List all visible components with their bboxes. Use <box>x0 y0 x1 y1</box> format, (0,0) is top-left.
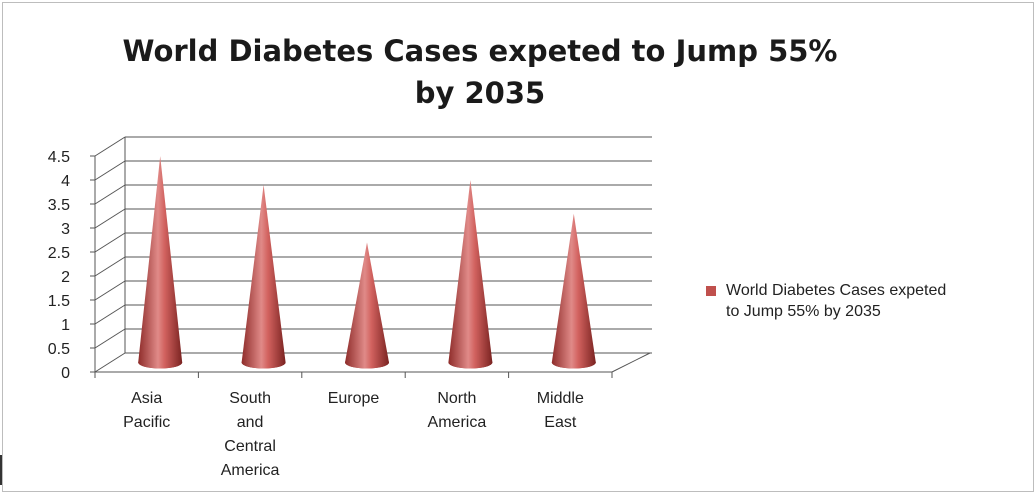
cone-body <box>345 242 389 369</box>
y-tick-label: 4 <box>61 173 70 190</box>
y-tick-label: 4.5 <box>48 149 70 166</box>
floor-right-edge <box>611 352 651 373</box>
gridline-diagonal <box>94 304 126 325</box>
cone-1 <box>241 184 286 369</box>
y-tick-label: 3.5 <box>48 197 70 214</box>
x-category-label-line: Asia <box>131 390 162 407</box>
y-tick-label: 1 <box>61 317 70 334</box>
cone-0 <box>138 156 183 369</box>
x-category-labels: Asia Pacific South and Central America Europe N… <box>123 390 584 479</box>
cone-3 <box>448 180 493 369</box>
y-tick-label: 0.5 <box>48 341 70 358</box>
x-category-label-line: North <box>437 390 476 407</box>
gridline-diagonal <box>94 328 126 349</box>
x-category-label-line: South <box>229 390 271 407</box>
x-category-label-line: Middle <box>537 390 584 407</box>
x-category-label-line: Pacific <box>123 414 170 431</box>
x-category-label: Europe <box>328 390 380 407</box>
y-tick-label: 1.5 <box>48 293 70 310</box>
gridline-diagonal <box>94 184 126 205</box>
page-edge-line <box>0 455 2 485</box>
gridline-diagonal <box>94 208 126 229</box>
chart-title: World Diabetes Cases expeted to Jump 55%… <box>60 30 900 114</box>
y-tick-label: 3 <box>61 221 70 238</box>
gridline-diagonal <box>94 136 126 157</box>
x-category-label-line: America <box>428 414 487 431</box>
legend-label: World Diabetes Cases expeted to Jump 55%… <box>726 280 1031 322</box>
gridline-diagonal <box>94 256 126 277</box>
x-category-label: South and Central America <box>221 390 280 479</box>
x-category-label-line: East <box>544 414 577 431</box>
gridline-diagonal <box>94 280 126 301</box>
x-category-label: Asia Pacific <box>123 390 170 431</box>
y-tick-label: 2.5 <box>48 245 70 262</box>
cone-body <box>448 180 493 369</box>
x-category-label: Middle East <box>537 390 584 431</box>
cone-body <box>241 184 286 369</box>
legend-label-line-1: World Diabetes Cases expeted <box>726 282 947 299</box>
y-tick-label: 0 <box>61 365 70 382</box>
cone-body <box>551 213 596 369</box>
axes <box>94 137 651 378</box>
legend-label-line-2: to Jump 55% by 2035 <box>726 303 881 320</box>
cone-2 <box>345 242 389 369</box>
x-category-label-line: Europe <box>328 390 380 407</box>
chart-title-line-1: World Diabetes Cases expeted to Jump 55% <box>122 34 838 68</box>
legend-swatch <box>706 286 716 296</box>
gridline-diagonal <box>94 352 126 373</box>
gridline-diagonal <box>94 232 126 253</box>
cones <box>138 156 596 369</box>
y-tick-labels: 0 0.5 1 1.5 2 2.5 3 3.5 4 4.5 <box>48 149 70 382</box>
x-category-label-line: and <box>237 414 264 431</box>
x-category-label-line: Central <box>224 438 276 455</box>
chart-title-line-2: by 2035 <box>414 76 546 110</box>
x-category-label: North America <box>428 390 487 431</box>
cone-body <box>138 156 183 369</box>
x-category-label-line: America <box>221 462 280 479</box>
y-tick-label: 2 <box>61 269 70 286</box>
cone-4 <box>551 213 596 369</box>
gridline-diagonal <box>94 160 126 181</box>
